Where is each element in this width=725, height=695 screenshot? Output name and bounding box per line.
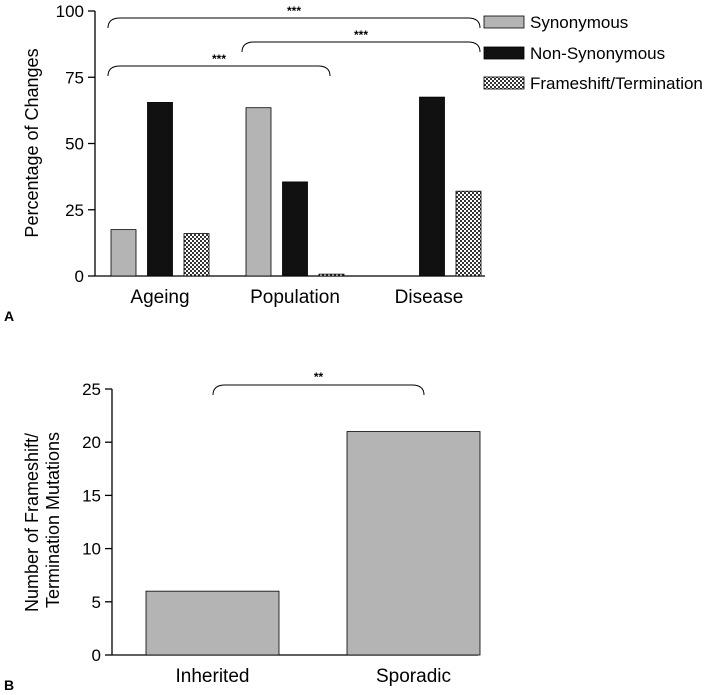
panel-a-significance-bracket <box>107 17 481 29</box>
panel-a-label: A <box>4 308 14 324</box>
panel-a-significance-label: *** <box>287 4 301 18</box>
legend-label: Frameshift/Termination <box>530 74 703 93</box>
panel-a-y-tick-label: 0 <box>75 267 84 286</box>
panel-a-significance-bracket <box>107 65 331 77</box>
panel-b-y-tick-label: 5 <box>92 593 101 612</box>
panel-b-significance-label: ** <box>314 370 324 384</box>
legend-swatch <box>483 15 525 29</box>
panel-a-y-tick-label: 100 <box>56 2 84 21</box>
panel-a-category-label: Disease <box>395 287 464 308</box>
panel-a-significance-label: *** <box>212 52 226 66</box>
panel-a-bar-disease-non-synonymous <box>419 96 445 277</box>
panel-a-bar-ageing-synonymous <box>110 229 137 277</box>
panel-b-y-tick-label: 20 <box>82 433 101 452</box>
panel-b-bar-inherited <box>145 590 280 656</box>
legend-label: Synonymous <box>530 13 628 32</box>
panel-a-category-label: Population <box>250 287 340 308</box>
panel-a-significance-label: *** <box>354 28 368 42</box>
panel-a-bar-ageing-frameshift-termination <box>183 233 210 277</box>
panel-a-bar-population-synonymous <box>245 107 272 277</box>
panel-b-significance-bracket <box>212 384 425 396</box>
panel-b-y-tick-label: 0 <box>92 646 101 665</box>
panel-b-y-axis-label-line-2: Termination Mutations <box>43 432 63 608</box>
panel-a-y-tick-label: 75 <box>65 68 84 87</box>
panel-a-significance-bracket <box>241 41 481 53</box>
panel-a-y-tick-label: 25 <box>65 201 84 220</box>
panel-a-y-tick-label: 50 <box>65 135 84 154</box>
panel-a-category-label: Ageing <box>130 287 189 308</box>
panel-b-y-axis-label-line-1: Number of Frameshift/ <box>22 433 42 612</box>
panel-a-bar-disease-frameshift-termination <box>455 190 482 277</box>
panel-a-y-axis-label: Percentage of Changes <box>22 48 42 237</box>
panel-b: 0 5 10 15 20 25 Inherited Sporadic ** Number o… <box>4 370 481 693</box>
legend-label: Non-Synonymous <box>530 44 665 63</box>
panel-b-category-label: Inherited <box>176 666 250 687</box>
panel-b-y-tick-label: 25 <box>82 380 101 399</box>
panel-a-bar-ageing-non-synonymous <box>147 102 173 277</box>
legend-swatch <box>483 76 525 90</box>
panel-b-y-axis-label: Number of Frameshift/ Termination Mutati… <box>22 428 63 612</box>
panel-b-y-tick-label: 15 <box>82 486 101 505</box>
panel-b-label: B <box>4 677 14 693</box>
panel-a: 0 25 50 75 100 Ageing Population Disease *** **… <box>4 2 703 324</box>
panel-b-y-tick-label: 10 <box>82 540 101 559</box>
panel-a-legend: Synonymous Non-Synonymous Frameshift/Termi… <box>483 13 703 93</box>
panel-a-bar-population-non-synonymous <box>282 181 308 277</box>
panel-b-bar-sporadic <box>346 431 481 656</box>
panel-b-category-label: Sporadic <box>376 666 451 687</box>
legend-swatch <box>483 46 525 60</box>
panel-a-bar-population-frameshift-termination <box>318 273 345 277</box>
